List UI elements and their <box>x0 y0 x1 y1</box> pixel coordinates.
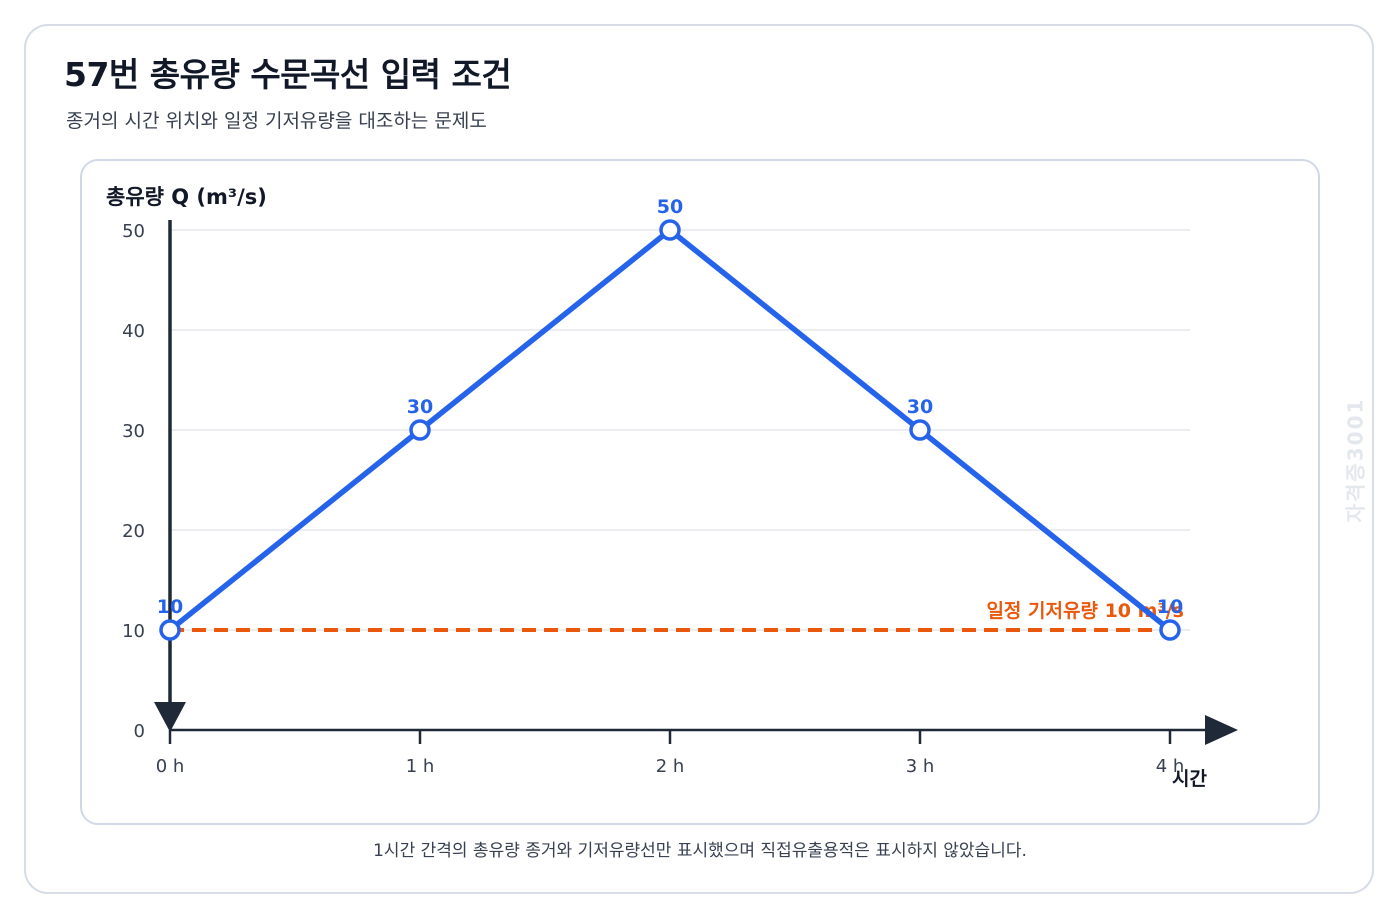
data-point <box>409 419 431 441</box>
data-point <box>1159 619 1181 641</box>
y-axis-arrow-icon <box>154 702 186 732</box>
baseflow-label: 일정 기저유량 10 m³/s <box>986 600 1184 622</box>
data-point <box>159 619 181 641</box>
chart-panel <box>80 159 1320 825</box>
data-point <box>659 219 681 241</box>
data-point <box>909 419 931 441</box>
y-tick-label: 10 <box>122 621 145 642</box>
x-axis-label: 시간 <box>1172 768 1207 790</box>
y-tick-label: 20 <box>122 521 145 542</box>
y-tick-label: 40 <box>122 321 145 342</box>
y-axis-label: 총유량 Q (m³/s) <box>106 185 267 209</box>
x-tick-label: 1 h <box>406 756 435 777</box>
y-tick-label: 0 <box>134 721 145 742</box>
data-label: 30 <box>407 396 433 418</box>
data-label: 10 <box>157 596 183 618</box>
footnote: 1시간 간격의 총유량 종거와 기저유량선만 표시했으며 직접유출용적은 표시하… <box>373 841 1027 861</box>
data-label: 50 <box>657 196 683 218</box>
x-tick-label: 3 h <box>906 756 935 777</box>
page-title: 57번 총유량 수문곡선 입력 조건 <box>64 55 512 94</box>
y-tick-label: 30 <box>122 421 145 442</box>
x-tick-label: 0 h <box>156 756 185 777</box>
data-label: 10 <box>1157 596 1183 618</box>
x-tick-label: 4 h <box>1156 756 1185 777</box>
page-subtitle: 종거의 시간 위치와 일정 기저유량을 대조하는 문제도 <box>66 110 487 132</box>
watermark: 자격증3001 <box>1343 397 1368 523</box>
figure-card <box>24 24 1374 894</box>
x-axis-arrow-icon <box>1205 715 1238 745</box>
x-tick-label: 2 h <box>656 756 685 777</box>
data-label: 30 <box>907 396 933 418</box>
y-tick-label: 50 <box>122 221 145 242</box>
